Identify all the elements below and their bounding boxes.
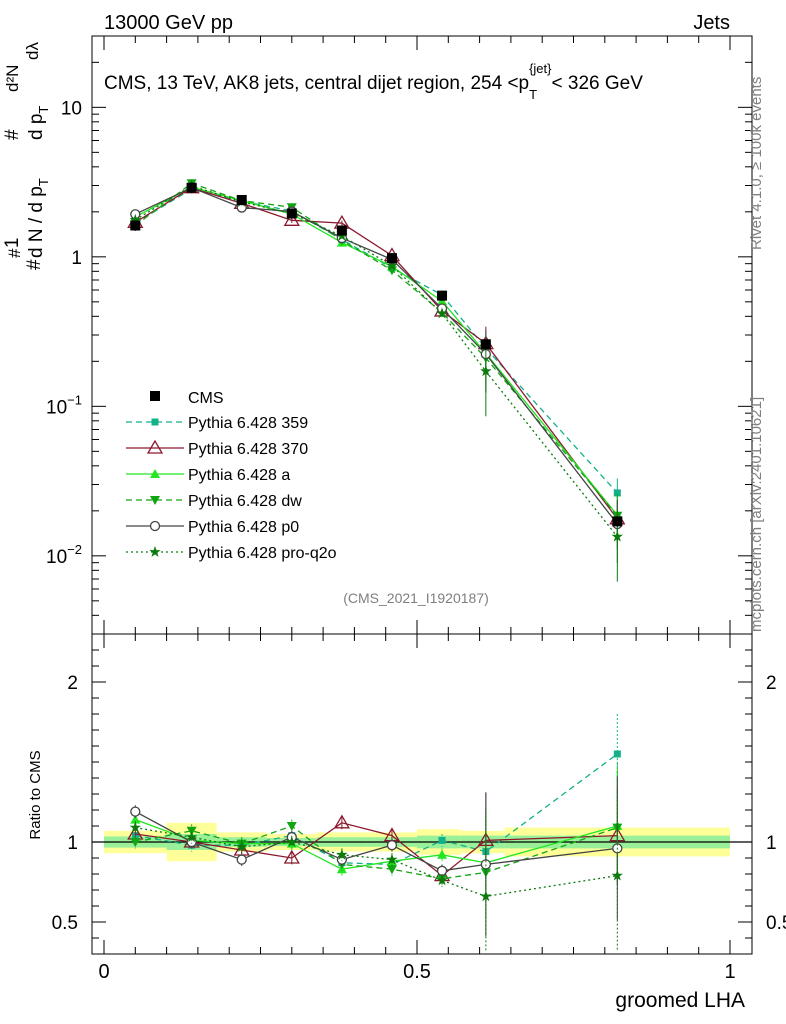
legend-marker — [149, 520, 161, 532]
chart-title: CMS, 13 TeV, AK8 jets, central dijet reg… — [104, 61, 643, 102]
svg-text:#: # — [2, 129, 23, 140]
series-line-main — [134, 182, 618, 517]
data-point-ratio — [286, 822, 297, 831]
data-point-main — [386, 259, 398, 271]
header-right: Jets — [693, 12, 730, 34]
data-point-ratio — [130, 838, 141, 847]
data-point-ratio — [611, 869, 623, 881]
data-point-ratio — [333, 814, 351, 829]
cms-data-point — [186, 182, 197, 193]
cms-data-group — [130, 182, 623, 527]
data-point-ratio — [286, 836, 298, 847]
svg-text:d²N: d²N — [3, 65, 22, 92]
data-point-main — [283, 212, 300, 226]
y-tick-label-ratio-right: 1 — [766, 833, 777, 854]
cms-data-point — [130, 220, 141, 231]
legend-label: Pythia 6.428 pro-q2o — [188, 545, 337, 562]
y-tick-label-main: 1 — [71, 248, 82, 269]
uncertainty-bands — [92, 822, 752, 862]
data-point-main — [613, 489, 621, 497]
x-tick-label: 0 — [98, 961, 109, 983]
data-point-ratio — [386, 853, 398, 865]
source-label: mcplots.cern.ch [arXiv:2401.10621] — [748, 397, 765, 632]
y-tick-label-ratio-right: 2 — [766, 673, 777, 694]
data-point-ratio — [386, 840, 398, 851]
ratio-frame — [91, 633, 753, 955]
legend-marker — [150, 469, 160, 478]
x-tick-label: 0.5 — [403, 961, 431, 983]
cms-data-point — [612, 516, 623, 527]
svg-text:# 1: # 1 — [2, 238, 45, 270]
data-point-ratio — [386, 865, 397, 875]
header-left: 13000 GeV pp — [104, 12, 233, 34]
data-point-ratio — [438, 836, 446, 844]
legend-marker — [151, 418, 159, 426]
legend-marker — [150, 496, 160, 505]
cms-data-point — [286, 208, 297, 219]
x-axis-label: groomed LHA — [615, 989, 745, 1012]
legend-label: Pythia 6.428 359 — [188, 415, 308, 432]
legend-marker-cms — [150, 391, 160, 401]
axis-ticks: 0 0.5 1 10 1 10−1 10−2 2 2 1 1 0.5 0.5 — [46, 35, 786, 983]
series-line-main — [134, 185, 618, 538]
y-tick-label-main: 10 — [61, 98, 82, 119]
data-point-main — [129, 213, 141, 225]
ratio-series-group — [127, 714, 626, 951]
cms-data-point — [236, 194, 247, 205]
x-tick-label: 1 — [724, 961, 735, 983]
data-point-ratio — [236, 840, 248, 852]
cms-data-point — [386, 253, 397, 264]
svg-text:#: # — [5, 248, 24, 258]
series-line-main — [134, 186, 618, 516]
data-point-ratio — [436, 874, 448, 886]
y-tick-label-ratio: 0.5 — [52, 913, 78, 934]
analysis-id: (CMS_2021_I1920187) — [343, 590, 489, 606]
legend-marker — [146, 439, 164, 454]
data-point-ratio — [336, 848, 348, 860]
data-point-ratio — [130, 806, 141, 817]
svg-text:dλ: dλ — [23, 42, 42, 60]
cms-data-point — [336, 225, 347, 236]
y-tick-label-main: 10−1 — [46, 392, 82, 418]
data-point-ratio — [613, 750, 621, 758]
cms-data-point — [437, 290, 448, 301]
legend-label: Pythia 6.428 dw — [188, 493, 302, 510]
data-point-ratio — [130, 814, 141, 824]
data-point-ratio — [129, 821, 141, 833]
svg-text:d N / d pT: d N / d pT — [26, 178, 51, 258]
svg-text:d pT: d pT — [26, 106, 51, 140]
y-tick-label-ratio: 2 — [67, 673, 78, 694]
data-point-ratio — [236, 854, 247, 865]
y-tick-label-ratio: 1 — [67, 833, 78, 854]
cms-data-point — [480, 339, 491, 350]
data-point-ratio — [480, 890, 492, 902]
y-tick-label-main: 10−2 — [46, 542, 82, 568]
legend-label: Pythia 6.428 p0 — [188, 519, 299, 536]
rivet-version: Rivet 4.1.0, ≥ 100k events — [748, 77, 765, 250]
legend-label: Pythia 6.428 370 — [188, 441, 308, 458]
data-point-ratio — [185, 831, 198, 843]
legend-marker — [149, 546, 161, 557]
data-point-ratio — [283, 849, 300, 864]
data-point-main — [480, 365, 492, 377]
legend: CMS Pythia 6.428 359 Pythia 6.428 370 Pythi… — [126, 390, 337, 562]
data-point-main — [436, 307, 448, 319]
y-axis-label: # 1 d N / d pT # # d pT d²N dλ — [2, 42, 51, 270]
data-point-main — [611, 530, 623, 542]
y-tick-label-ratio-right: 0.5 — [766, 913, 786, 934]
ratio-y-label: Ratio to CMS — [27, 750, 44, 839]
legend-label: Pythia 6.428 a — [188, 467, 290, 484]
data-point-ratio — [436, 865, 448, 876]
legend-label-cms: CMS — [188, 390, 224, 407]
data-point-ratio — [437, 849, 448, 859]
